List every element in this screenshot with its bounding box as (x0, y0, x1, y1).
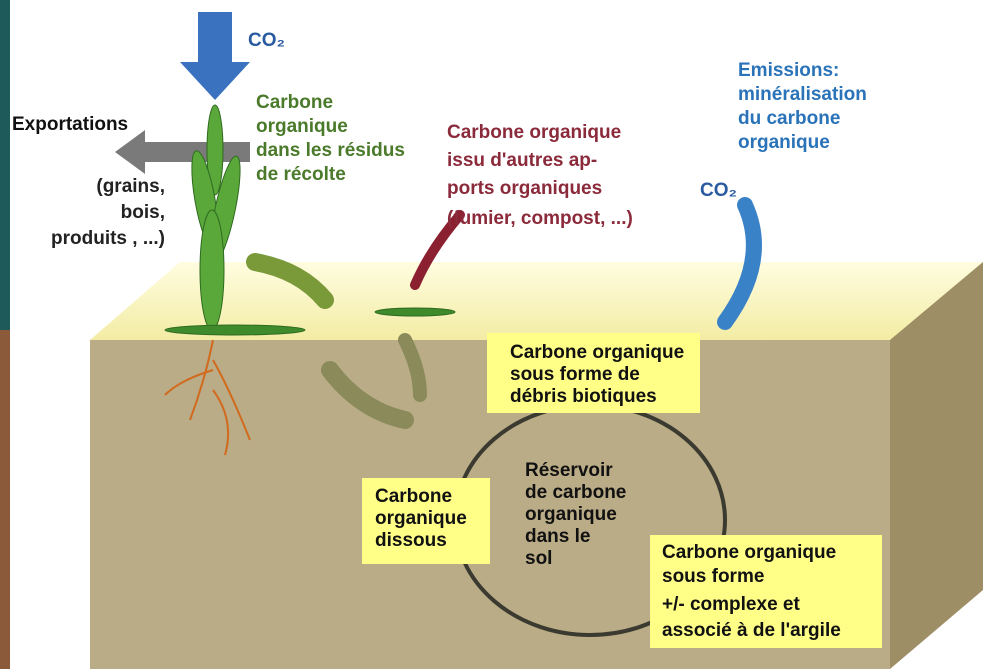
edge-strip (0, 0, 10, 330)
text-line: de récolte (256, 164, 346, 185)
text-line: de carbone (525, 482, 626, 503)
text-line: Carbone organique (447, 122, 621, 143)
other-inputs-detail: (fumier, compost, ...) (447, 208, 633, 229)
text-line: organique (375, 508, 467, 529)
text-line: ports organiques (447, 178, 602, 199)
text-line: Emissions: (738, 60, 839, 81)
text-line: Carbone organique (662, 542, 836, 563)
co2-label: CO₂ (248, 30, 285, 51)
text-line: organique (256, 116, 348, 137)
co2-emission-label: CO₂ (700, 180, 737, 201)
text-line: Carbone organique (510, 342, 684, 363)
text-line: Carbone (375, 486, 452, 507)
text-line: produits , ...) (51, 228, 165, 249)
text-line: Réservoir (525, 460, 613, 481)
text-line: organique (738, 132, 830, 153)
text-line: débris biotiques (510, 386, 657, 407)
co2-arrow (180, 12, 250, 100)
text-line: sous forme de (510, 364, 640, 385)
text-line: dans le (525, 526, 590, 547)
text-line: associé à de l'argile (662, 620, 841, 641)
edge-strip (0, 330, 10, 669)
other-inputs-label: Carbone organique issu d'autres ap-ports … (447, 122, 621, 199)
text-line: Carbone (256, 92, 333, 113)
text-line: dans les résidus (256, 140, 405, 161)
exportations-title: Exportations (12, 114, 128, 135)
text-line: (grains, (96, 176, 165, 197)
diagram: CO₂ Exportations (grains, bois, produits ,… (0, 0, 983, 669)
text-line: +/- complexe et (662, 594, 800, 615)
text-line: issu d'autres ap- (447, 150, 597, 171)
exportations-detail: (grains, bois, produits , ...) (51, 176, 165, 249)
text-line: sol (525, 548, 552, 569)
text-line: bois, (121, 202, 165, 223)
text-line: minéralisation (738, 84, 867, 105)
text-line: dissous (375, 530, 447, 551)
emissions-label: Emissions: minéralisation du carbone organi… (738, 60, 867, 153)
text-line: organique (525, 504, 617, 525)
text-line: sous forme (662, 566, 764, 587)
text-line: du carbone (738, 108, 840, 129)
residues-label: Carbone organique dans les résidus de récol… (256, 92, 405, 185)
